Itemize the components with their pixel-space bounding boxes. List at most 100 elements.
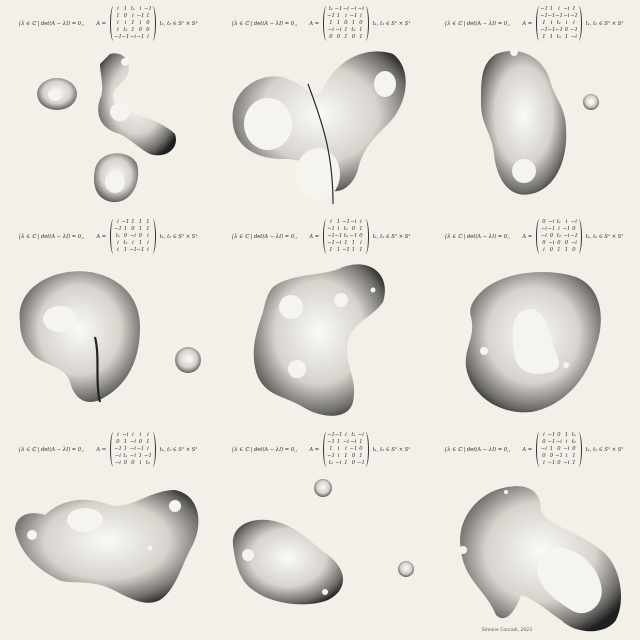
formula-parameter-domain: t₁, t₂ ∈ S¹ × S¹ (159, 446, 198, 453)
formula-parameter-domain: t₁, t₂ ∈ S¹ × S¹ (372, 233, 411, 240)
blob-hole (43, 306, 77, 332)
matrix-entry: 0 (572, 446, 576, 452)
panel-6: {λ ∈ ℂ | det(A − λI) = 0, A = 0−it₁i−i−i… (426, 213, 639, 426)
matrix-entry: 1 (146, 226, 150, 232)
formula-set-definition: {λ ∈ ℂ | det(A − λI) = 0, (231, 447, 297, 453)
matrix-entry: 0 (146, 27, 150, 33)
matrix-entry: i (337, 453, 340, 459)
matrix-entry: 1 (329, 247, 333, 253)
formula-matrix-label: A = (96, 446, 107, 453)
formula-matrix-label: A = (309, 233, 320, 240)
blob-hole (504, 490, 508, 494)
matrix-entry: i (345, 446, 347, 452)
matrix-entry: −1 (114, 226, 122, 232)
matrix-entry: −1 (136, 13, 145, 19)
matrix-entry: t₂ (351, 27, 356, 33)
matrix-entry: 1 (359, 27, 363, 33)
matrix-entry: 1 (359, 34, 363, 40)
matrix-entry: i (139, 6, 142, 12)
formula-parameter-domain: t₁, t₂ ∈ S¹ × S¹ (159, 233, 198, 240)
matrix-entry: 1 (549, 34, 554, 40)
blob-hole (588, 99, 594, 105)
panel-7: {λ ∈ ℂ | det(A − λI) = 0, A = i−iiii01−i… (0, 426, 213, 639)
matrix-a: i −1 1 1 1 −1 1 0 1 1 t₁ 0 −i 0 i i t₂ i 1 i i 1 −1 −1 i (110, 219, 156, 254)
matrix-entry: −1 (570, 13, 578, 19)
artist-signature: Simone Conradi, 2023 (481, 628, 532, 633)
panel-4: {λ ∈ ℂ | det(A − λI) = 0, A = i−1111−110… (0, 213, 213, 426)
matrix-entry: 0 (359, 446, 363, 452)
matrix-entry: 0 (336, 34, 341, 40)
formula-matrix-label: A = (522, 446, 533, 453)
formula-set-definition: {λ ∈ ℂ | det(A − λI) = 0, (444, 21, 510, 27)
panel-3: {λ ∈ ℂ | det(A − λI) = 0, A = −11i−i1−1−… (426, 0, 639, 213)
matrix-entry: i (117, 219, 119, 225)
eigenvalue-formula: {λ ∈ ℂ | det(A − λI) = 0, A = i−1111−110… (18, 219, 197, 254)
matrix-entry: −i (563, 233, 570, 239)
matrix-entry: 0 (542, 219, 546, 225)
matrix-entry: −i (114, 453, 121, 459)
matrix-entry: 1 (572, 453, 576, 459)
matrix-entry: t₁ (351, 432, 356, 438)
matrix-entry: −1 (121, 219, 130, 225)
matrix-entry: t₂ (343, 233, 348, 239)
matrix-entry: 0 (564, 240, 569, 246)
eigenvalue-formula: {λ ∈ ℂ | det(A − λI) = 0, A = i1−1−ii−1i… (231, 219, 410, 254)
matrix-entry: −i (570, 219, 577, 225)
matrix-entry: 1 (146, 439, 150, 445)
matrix-entry: 0 (131, 460, 135, 466)
matrix-entry: 1 (131, 219, 135, 225)
matrix-entry: −1 (114, 34, 122, 40)
matrix-a: 0 −i t₁ i −i −i −1 i −1 0 −i 0 t₂ −i −1 0 −i 0 0 −i i 0 1 1 0 (536, 219, 582, 254)
matrix-entry: 1 (138, 240, 143, 246)
matrix-entry: 0 (572, 226, 576, 232)
blob-hole (187, 357, 193, 363)
blob-hole (512, 159, 536, 183)
matrix-entry: 0 (123, 13, 128, 19)
matrix-entry: 0 (557, 460, 561, 466)
formula-matrix-label: A = (96, 233, 107, 240)
blob-hole (510, 48, 518, 56)
matrix-entry: i (132, 13, 134, 19)
matrix-entry: i (345, 13, 347, 19)
matrix-entry: −1 (327, 226, 335, 232)
matrix-entry: 0 (351, 226, 356, 232)
matrix-entry: −1 (136, 446, 145, 452)
matrix-entry: i (565, 439, 568, 445)
matrix-entry: i (147, 247, 149, 253)
matrix-entry: −1 (121, 34, 130, 40)
matrix-entry: 1 (123, 247, 128, 253)
matrix-entry: 0 (359, 233, 363, 239)
matrix-entry: t₁ (130, 6, 135, 12)
matrix-entry: i (139, 20, 142, 26)
matrix-entry: 0 (138, 27, 143, 33)
matrix-entry: 1 (344, 460, 348, 466)
matrix-entry: i (147, 233, 149, 239)
blob-hole (296, 148, 340, 200)
blob-shape (19, 271, 140, 402)
matrix-entry: 0 (123, 233, 128, 239)
matrix-entry: −1 (555, 453, 563, 459)
blob-shape (314, 479, 332, 497)
blob-fold (93, 336, 102, 403)
blob-hole (334, 293, 348, 307)
matrix-entry: −1 (334, 432, 343, 438)
matrix-entry: 0 (542, 240, 546, 246)
eigenvalue-formula: {λ ∈ ℂ | det(A − λI) = 0, A = i−iiii01−i… (18, 432, 197, 467)
matrix-entry: −1 (555, 27, 563, 33)
blob-shape (253, 264, 385, 416)
matrix-entry: t₁ (115, 233, 120, 239)
matrix-entry: 0 (344, 20, 348, 26)
matrix-entry: 0 (549, 247, 554, 253)
matrix-entry: t₁ (571, 432, 576, 438)
matrix-entry: 1 (146, 219, 150, 225)
matrix-entry: 0 (359, 20, 363, 26)
blob-hole (242, 549, 254, 561)
matrix-entry: 0 (557, 446, 561, 452)
matrix-entry: i (337, 446, 340, 452)
matrix-entry: i (558, 6, 560, 12)
matrix-entry: −i (122, 432, 129, 438)
matrix-entry: −1 (136, 247, 145, 253)
matrix-entry: i (139, 460, 142, 466)
matrix-entry: 0 (138, 439, 143, 445)
